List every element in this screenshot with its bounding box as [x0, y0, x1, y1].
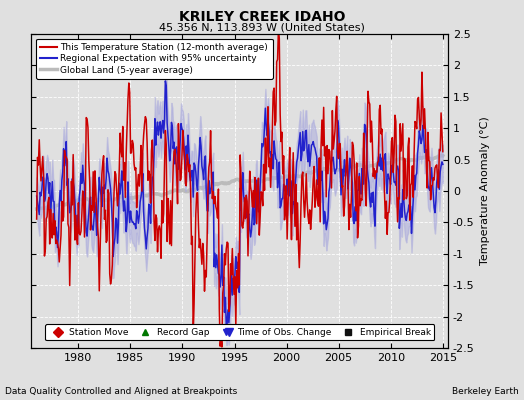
Text: 45.356 N, 113.893 W (United States): 45.356 N, 113.893 W (United States)	[159, 22, 365, 32]
Text: Berkeley Earth: Berkeley Earth	[452, 387, 519, 396]
Text: KRILEY CREEK IDAHO: KRILEY CREEK IDAHO	[179, 10, 345, 24]
Y-axis label: Temperature Anomaly (°C): Temperature Anomaly (°C)	[480, 117, 490, 265]
Text: Data Quality Controlled and Aligned at Breakpoints: Data Quality Controlled and Aligned at B…	[5, 387, 237, 396]
Legend: Station Move, Record Gap, Time of Obs. Change, Empirical Break: Station Move, Record Gap, Time of Obs. C…	[45, 324, 434, 340]
